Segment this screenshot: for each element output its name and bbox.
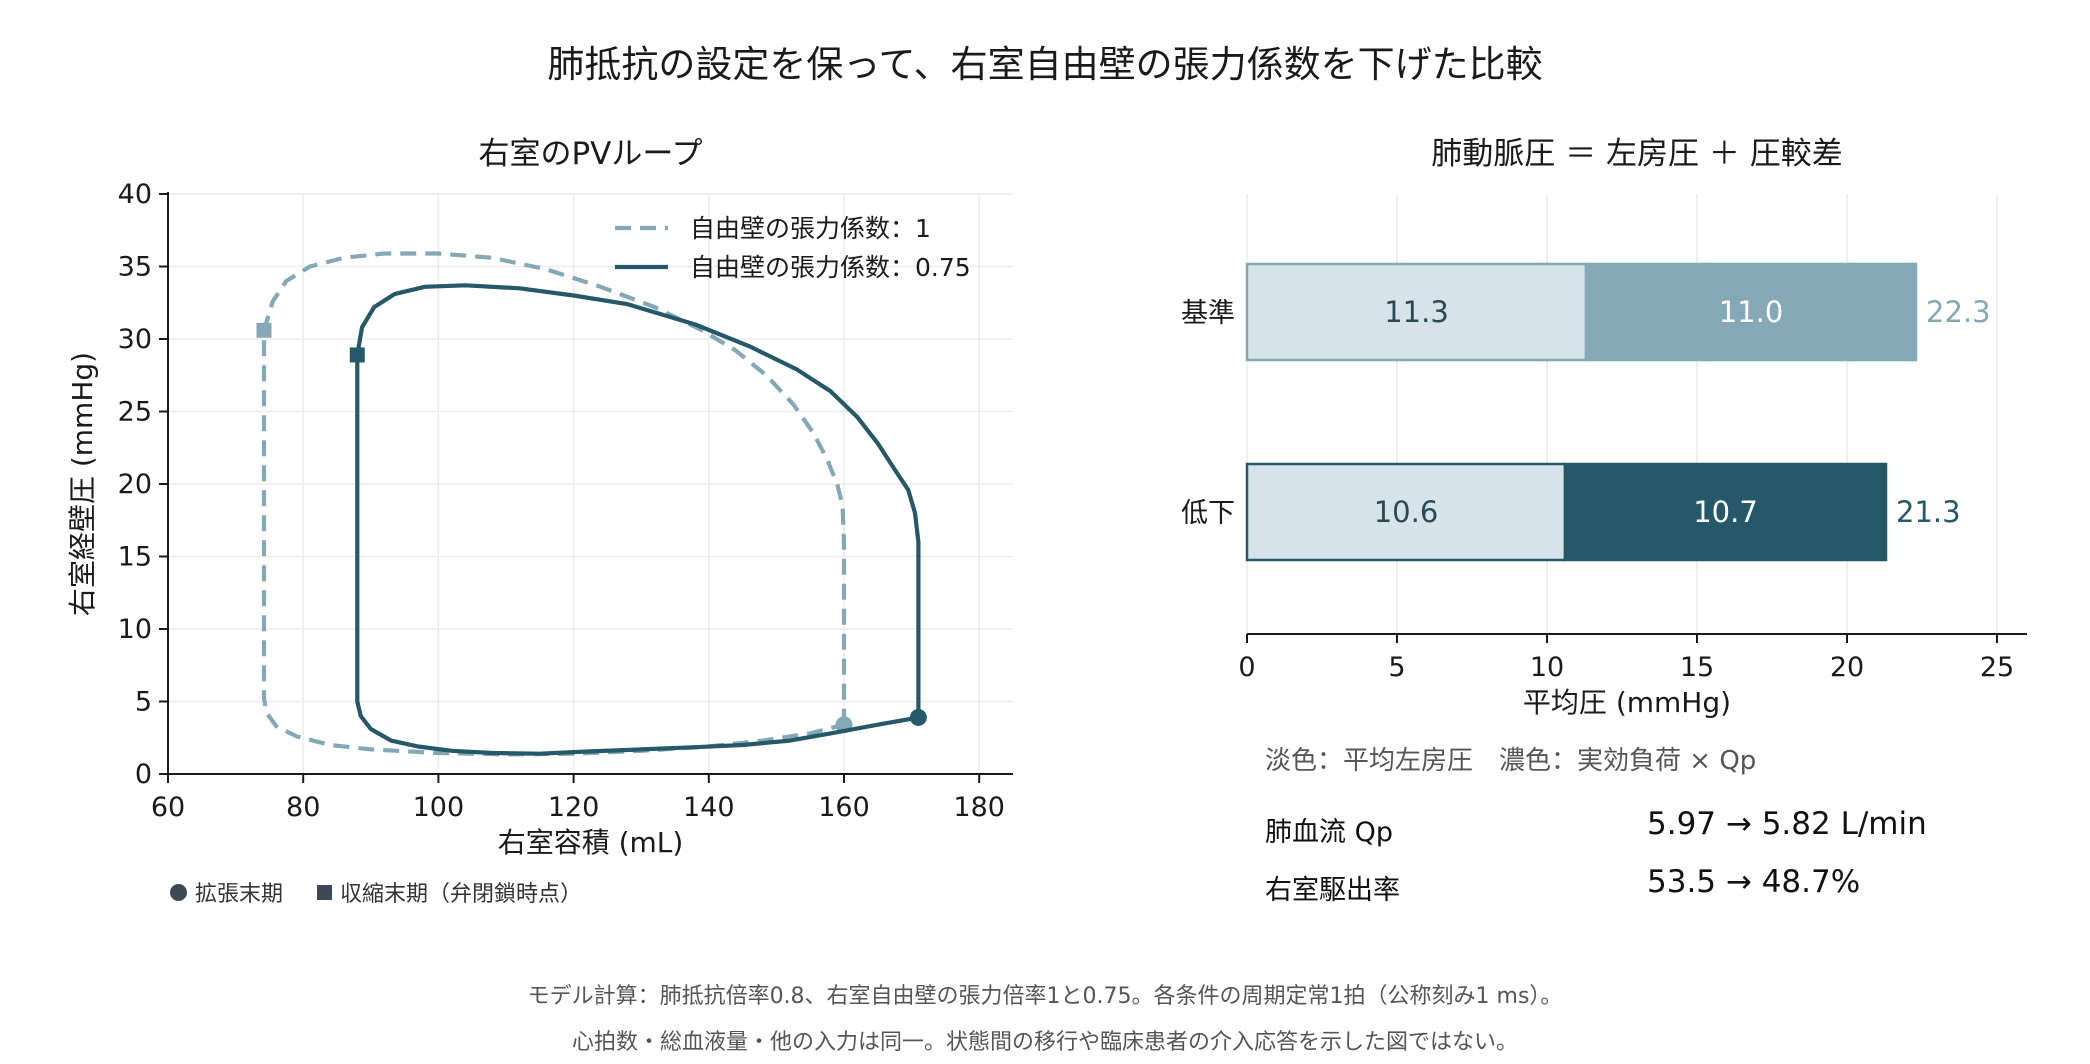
bar-category-label-1: 低下	[1181, 498, 1235, 529]
pv-ytick-label-7: 35	[118, 252, 152, 283]
bar-segment-la-0	[1245, 262, 1588, 362]
metric-value-qp: 5.97 → 5.82 L/min	[1647, 806, 1927, 842]
pv-ylabel: 右室経壁圧 (mmHg)	[66, 352, 99, 616]
pv-loop-title: 右室のPVループ	[478, 136, 703, 172]
pv-xtick-label-3: 120	[548, 792, 600, 823]
pv-loop-axes: 60 80 100 120 140 160 180 0 5 10 15 20 25 30 35 40 右室容積 …	[66, 179, 1013, 859]
pv-loop-grid	[167, 193, 1013, 775]
bar-xtick-label-2: 10	[1530, 652, 1564, 683]
bar-xtick-label-0: 0	[1238, 652, 1255, 683]
bar-xtick-label-3: 15	[1680, 652, 1714, 683]
pv-end-systole-point-0	[256, 322, 272, 338]
pressure-bar-title: 肺動脈圧 ＝ 左房圧 ＋ 圧較差	[1431, 136, 1843, 172]
pv-ytick-label-8: 40	[118, 179, 152, 210]
pv-ytick-label-3: 15	[118, 542, 152, 573]
pv-loop-line-1	[355, 283, 921, 756]
end-diastole-label: 拡張末期	[195, 882, 284, 907]
bar-xtick-label-1: 5	[1388, 652, 1405, 683]
bar-label-total-1: 21.3	[1896, 495, 1961, 529]
pv-ytick-label-5: 25	[118, 397, 152, 428]
footer-line-2: 心拍数・総血液量・他の入力は同一。状態間の移行や臨床患者の介入応答を示した図では…	[571, 1030, 1518, 1055]
pv-loop-line-0	[261, 251, 847, 757]
pv-loop-series	[256, 251, 927, 757]
metric-label-qp: 肺血流 Qp	[1265, 817, 1393, 848]
bar-color-note: 淡色：平均左房圧 濃色：実効負荷 × Qp	[1265, 746, 1757, 776]
bar-xlabel: 平均圧 (mmHg)	[1523, 686, 1731, 719]
pv-ytick-label-0: 0	[135, 759, 152, 790]
pv-xtick-label-6: 180	[953, 792, 1005, 823]
pv-legend-label-1: 自由壁の張力係数：0.75	[690, 253, 971, 282]
marker-key: 拡張末期 収縮末期（弁閉鎖時点）	[170, 876, 582, 908]
end-diastole-marker-icon	[170, 883, 187, 901]
bar-label-la-1: 10.6	[1374, 495, 1439, 529]
pv-xtick-label-0: 60	[151, 792, 185, 823]
pv-legend-label-0: 自由壁の張力係数：1	[690, 214, 931, 243]
footer-line-1: モデル計算：肺抵抗倍率0.8、右室自由壁の張力倍率1と0.75。各条件の周期定常…	[527, 984, 1563, 1009]
pv-end-diastole-point-1	[909, 708, 927, 726]
bar-segment-load-0	[1584, 262, 1918, 362]
end-systole-label: 収縮末期（弁閉鎖時点）	[340, 882, 583, 907]
bar-label-load-0: 11.0	[1719, 295, 1784, 329]
pv-xtick-label-1: 80	[286, 792, 320, 823]
pv-ytick-label-1: 5	[135, 687, 152, 718]
metric-label-ef: 右室駆出率	[1265, 875, 1400, 906]
pv-xtick-label-4: 140	[683, 792, 735, 823]
pv-ytick-label-2: 10	[118, 614, 152, 645]
end-systole-marker-icon	[317, 884, 333, 900]
pv-xtick-label-5: 160	[818, 792, 870, 823]
bar-marks: 11.3 11.0 22.3 10.6 10.7 21.3	[1245, 262, 1991, 562]
pv-end-systole-point-1	[349, 347, 365, 363]
bar-segment-load-1	[1563, 462, 1888, 562]
pv-ytick-label-6: 30	[118, 324, 152, 355]
metric-value-ef: 53.5 → 48.7%	[1647, 864, 1861, 900]
pv-loop-legend: 自由壁の張力係数：1 自由壁の張力係数：0.75	[615, 214, 971, 282]
pv-xlabel: 右室容積 (mL)	[498, 826, 684, 859]
bar-label-la-0: 11.3	[1384, 295, 1449, 329]
bar-xtick-label-5: 25	[1980, 652, 2014, 683]
bar-xtick-label-4: 20	[1830, 652, 1864, 683]
bar-grid	[1246, 194, 1998, 634]
pv-ytick-label-4: 20	[118, 469, 152, 500]
bar-label-load-1: 10.7	[1693, 495, 1758, 529]
bar-segment-la-1	[1245, 462, 1567, 562]
bar-label-total-0: 22.3	[1926, 295, 1991, 329]
figure-title: 肺抵抗の設定を保って、右室自由壁の張力係数を下げた比較	[547, 43, 1543, 86]
pv-xtick-label-2: 100	[413, 792, 465, 823]
bar-category-label-0: 基準	[1181, 298, 1235, 329]
